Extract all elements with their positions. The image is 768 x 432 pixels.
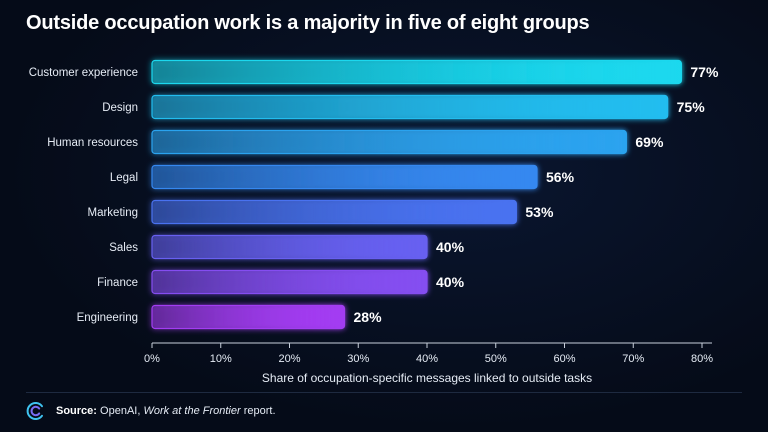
value-label: 56% bbox=[546, 169, 575, 185]
openai-c-logo-icon bbox=[26, 402, 43, 420]
value-label: 77% bbox=[690, 64, 719, 80]
x-tick-label: 60% bbox=[553, 353, 575, 365]
bar-design bbox=[151, 94, 669, 120]
x-tick-label: 20% bbox=[278, 353, 300, 365]
category-label: Human resources bbox=[47, 137, 138, 149]
x-tick-label: 40% bbox=[416, 353, 438, 365]
x-tick-label: 10% bbox=[210, 353, 232, 365]
category-label: Design bbox=[102, 102, 138, 114]
value-label: 53% bbox=[525, 204, 554, 220]
bar-human-resources bbox=[151, 129, 627, 155]
bar-marketing bbox=[151, 199, 517, 225]
value-label: 40% bbox=[436, 239, 465, 255]
value-label: 69% bbox=[635, 134, 664, 150]
source-note: Source: OpenAI, Work at the Frontier rep… bbox=[56, 405, 276, 417]
x-tick-label: 70% bbox=[622, 353, 644, 365]
category-label: Engineering bbox=[77, 312, 138, 324]
bar-sales bbox=[151, 234, 428, 260]
value-label: 40% bbox=[436, 274, 465, 290]
category-label: Legal bbox=[110, 172, 138, 184]
value-label: 75% bbox=[677, 99, 706, 115]
bar-finance bbox=[151, 269, 428, 295]
category-label: Sales bbox=[109, 242, 138, 254]
category-label: Marketing bbox=[88, 207, 139, 219]
source-label: Source: bbox=[56, 405, 97, 417]
x-tick-label: 50% bbox=[485, 353, 507, 365]
footer: Source: OpenAI, Work at the Frontier rep… bbox=[26, 401, 276, 421]
category-label: Finance bbox=[97, 277, 138, 289]
x-tick-label: 0% bbox=[144, 353, 160, 365]
bar-legal bbox=[151, 164, 538, 190]
bar-engineering bbox=[151, 304, 346, 330]
source-text: OpenAI, bbox=[100, 405, 144, 417]
x-tick-label: 30% bbox=[347, 353, 369, 365]
value-label: 28% bbox=[354, 309, 383, 325]
chart-title: Outside occupation work is a majority in… bbox=[26, 12, 590, 34]
x-axis-title: Share of occupation-specific messages li… bbox=[261, 371, 593, 385]
bar-customer-experience bbox=[151, 59, 682, 85]
footer-divider bbox=[26, 392, 742, 393]
bar-chart: Customer experience 77% Design 75% Human res… bbox=[29, 59, 719, 365]
source-report-name: Work at the Frontier bbox=[143, 405, 241, 417]
x-tick-label: 80% bbox=[691, 353, 713, 365]
category-label: Customer experience bbox=[29, 67, 138, 79]
source-end: report. bbox=[240, 405, 276, 417]
